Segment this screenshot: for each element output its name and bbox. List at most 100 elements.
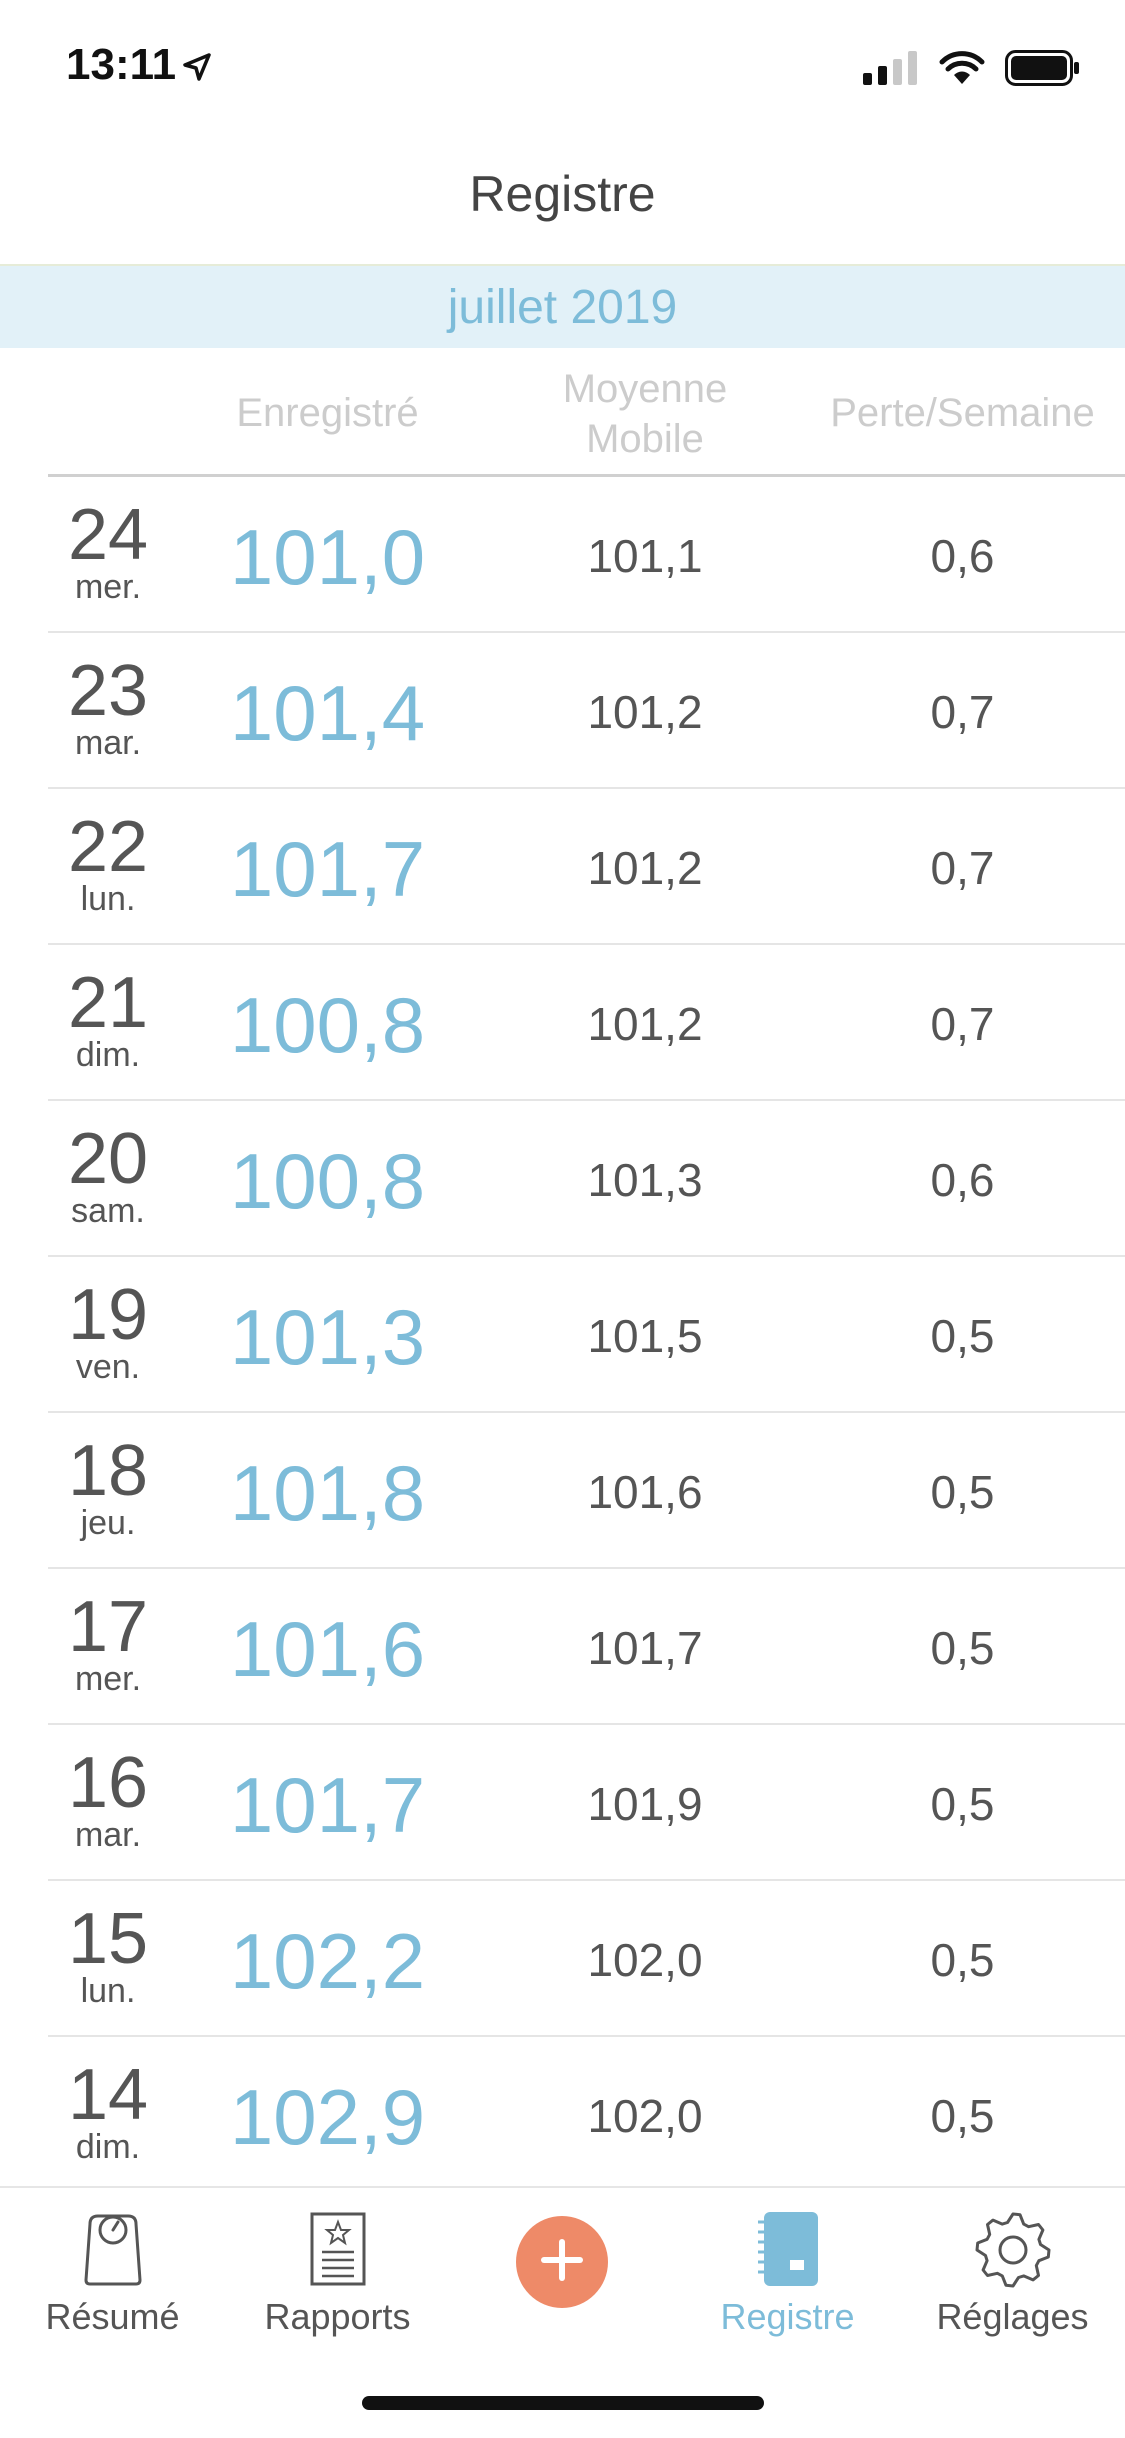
weekday-label: sam. — [71, 1192, 145, 1230]
moving-average: 102,0 — [587, 1934, 703, 1986]
recorded-weight: 100,8 — [229, 1137, 426, 1225]
cellular-signal-icon — [863, 51, 919, 90]
recorded-weight: 101,0 — [229, 513, 426, 601]
row-divider — [48, 787, 1125, 789]
column-header-moving-average: Moyenne Mobile — [562, 367, 728, 461]
loss-per-week: 0,7 — [930, 998, 995, 1050]
day-number: 24 — [67, 495, 149, 575]
status-time: 13:11 — [66, 40, 177, 89]
battery-icon — [1005, 50, 1081, 91]
page-title: Registre — [469, 166, 656, 222]
add-entry-button[interactable] — [516, 2216, 608, 2308]
day-number: 16 — [67, 1743, 149, 1823]
row-divider — [48, 2035, 1125, 2037]
recorded-weight: 100,8 — [229, 981, 426, 1069]
loss-per-week: 0,7 — [930, 842, 995, 894]
moving-average: 101,6 — [587, 1466, 703, 1518]
weekday-label: dim. — [75, 1036, 141, 1074]
loss-per-week: 0,6 — [930, 1154, 995, 1206]
moving-average: 101,5 — [587, 1310, 703, 1362]
row-divider — [48, 1723, 1125, 1725]
table-row[interactable]: 23 mar. 101,4 101,2 0,7 — [0, 633, 1125, 789]
moving-average: 101,9 — [587, 1778, 703, 1830]
home-indicator[interactable] — [362, 2396, 764, 2410]
moving-average: 101,2 — [587, 842, 703, 894]
row-divider — [48, 1099, 1125, 1101]
moving-average: 101,1 — [587, 530, 703, 582]
table-row[interactable]: 15 lun. 102,2 102,0 0,5 — [0, 1881, 1125, 2037]
tab-label: Rapports — [264, 2296, 411, 2337]
header-divider — [48, 474, 1125, 477]
moving-average: 102,0 — [587, 2090, 703, 2142]
loss-per-week: 0,5 — [930, 1934, 995, 1986]
recorded-weight: 101,4 — [229, 669, 426, 757]
tab-settings[interactable]: Réglages — [900, 2188, 1125, 2388]
table-row[interactable]: 20 sam. 100,8 101,3 0,6 — [0, 1101, 1125, 1257]
day-number: 17 — [67, 1587, 149, 1667]
nav-divider — [0, 264, 1125, 266]
day-number: 21 — [67, 963, 149, 1043]
day-number: 18 — [67, 1431, 149, 1511]
notebook-icon — [675, 2210, 900, 2296]
column-header-recorded: Enregistré — [236, 391, 419, 435]
recorded-weight: 101,8 — [229, 1449, 426, 1537]
weekday-label: mar. — [74, 724, 142, 762]
table-row[interactable]: 16 mar. 101,7 101,9 0,5 — [0, 1725, 1125, 1881]
tab-summary[interactable]: Résumé — [0, 2188, 225, 2388]
weekday-label: mer. — [74, 1660, 142, 1698]
row-divider — [48, 1567, 1125, 1569]
day-number: 23 — [67, 651, 149, 731]
table-row[interactable]: 24 mer. 101,0 101,1 0,6 — [0, 477, 1125, 633]
column-headers: Enregistré Moyenne Mobile Perte/Semaine — [0, 348, 1125, 474]
day-number: 20 — [67, 1119, 149, 1199]
row-divider — [48, 1879, 1125, 1881]
table-row[interactable]: 18 jeu. 101,8 101,6 0,5 — [0, 1413, 1125, 1569]
location-arrow-icon — [182, 52, 212, 87]
loss-per-week: 0,6 — [930, 530, 995, 582]
tab-log[interactable]: Registre — [675, 2188, 900, 2388]
table-row[interactable]: 21 dim. 100,8 101,2 0,7 — [0, 945, 1125, 1101]
table-row[interactable]: 17 mer. 101,6 101,7 0,5 — [0, 1569, 1125, 1725]
tab-label: Réglages — [936, 2296, 1089, 2337]
recorded-weight: 102,2 — [229, 1917, 426, 2005]
tab-bar: Résumé Rapports — [0, 2186, 1125, 2438]
weekday-label: lun. — [80, 1972, 136, 2010]
loss-per-week: 0,5 — [930, 2090, 995, 2142]
row-divider — [48, 1411, 1125, 1413]
table-row[interactable]: 22 lun. 101,7 101,2 0,7 — [0, 789, 1125, 945]
day-number: 19 — [67, 1275, 149, 1355]
report-icon — [225, 2210, 450, 2296]
loss-per-week: 0,7 — [930, 686, 995, 738]
table-row[interactable]: 14 dim. 102,9 102,0 0,5 — [0, 2037, 1125, 2187]
moving-average: 101,7 — [587, 1622, 703, 1674]
recorded-weight: 101,7 — [229, 825, 426, 913]
weekday-label: jeu. — [80, 1504, 136, 1542]
weight-log-list[interactable]: 24 mer. 101,0 101,1 0,6 23 mar. 101,4 101,2 0,7 22… — [0, 477, 1125, 2187]
recorded-weight: 102,9 — [229, 2073, 426, 2161]
moving-average: 101,3 — [587, 1154, 703, 1206]
weekday-label: lun. — [80, 880, 136, 918]
row-divider — [48, 1255, 1125, 1257]
loss-per-week: 0,5 — [930, 1778, 995, 1830]
table-row[interactable]: 19 ven. 101,3 101,5 0,5 — [0, 1257, 1125, 1413]
scale-icon — [0, 2210, 225, 2296]
loss-per-week: 0,5 — [930, 1622, 995, 1674]
day-number: 15 — [67, 1899, 149, 1979]
day-number: 22 — [67, 807, 149, 887]
status-bar: 13:11 — [0, 0, 1125, 135]
gear-icon — [900, 2210, 1125, 2296]
month-section-header: juillet 2019 — [0, 266, 1125, 348]
plus-icon — [540, 2238, 584, 2287]
tab-reports[interactable]: Rapports — [225, 2188, 450, 2388]
row-divider — [48, 631, 1125, 633]
tab-label: Registre — [720, 2296, 855, 2337]
tab-label: Résumé — [45, 2296, 180, 2337]
day-number: 14 — [67, 2055, 149, 2135]
loss-per-week: 0,5 — [930, 1310, 995, 1362]
moving-average: 101,2 — [587, 998, 703, 1050]
column-header-loss-per-week: Perte/Semaine — [830, 391, 1095, 435]
loss-per-week: 0,5 — [930, 1466, 995, 1518]
wifi-icon — [939, 51, 985, 90]
recorded-weight: 101,7 — [229, 1761, 426, 1849]
recorded-weight: 101,6 — [229, 1605, 426, 1693]
